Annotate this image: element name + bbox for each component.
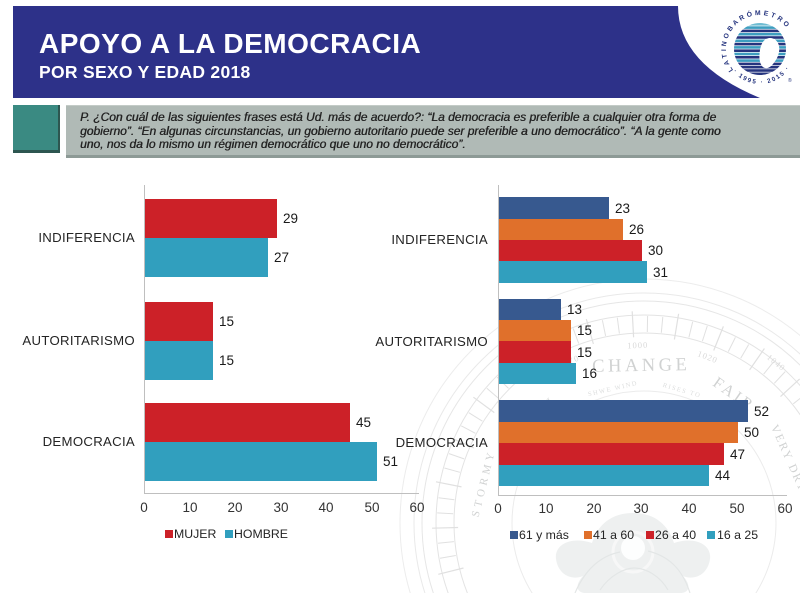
svg-text:1000: 1000 xyxy=(627,340,648,351)
svg-text:CHANGE: CHANGE xyxy=(592,355,690,377)
svg-text:VERY DRY: VERY DRY xyxy=(768,423,800,494)
svg-text:®: ® xyxy=(788,77,792,84)
svg-text:SHWE WIND: SHWE WIND xyxy=(587,380,638,398)
svg-text:1020: 1020 xyxy=(696,348,719,365)
